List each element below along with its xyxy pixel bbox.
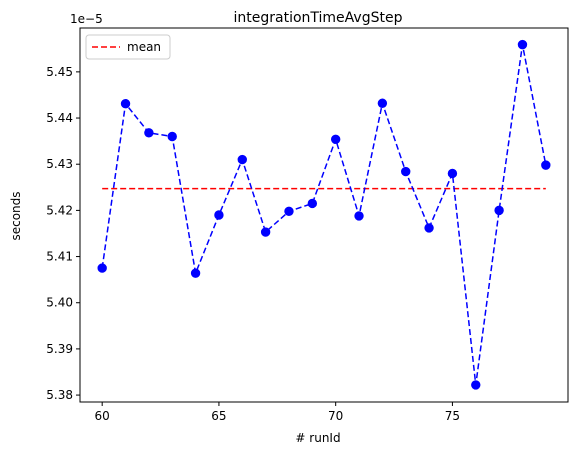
data-point [401,166,411,177]
data-point [97,263,107,273]
data-point [541,160,551,170]
y-axis-label: seconds [9,191,23,240]
data-point [354,211,364,221]
legend-label: mean [127,40,161,54]
data-point [330,134,341,144]
data-point [214,210,224,220]
y-tick-label: 5.44 [46,111,73,125]
x-tick-label: 70 [328,409,343,423]
series-line [101,44,547,386]
x-axis-label: # runId [295,431,340,445]
y-tick-label: 5.41 [46,250,73,264]
y-tick-label: 5.39 [46,342,73,356]
chart-title: integrationTimeAvgStep [234,10,403,26]
y-offset-text: 1e−5 [70,12,103,26]
x-tick-label: 75 [445,409,460,423]
data-point [190,268,201,278]
legend: mean [85,34,171,60]
y-tick-label: 5.43 [46,157,73,171]
data-point [237,154,247,165]
y-tick-label: 5.45 [46,65,73,79]
x-tick-label: 60 [95,409,110,423]
data-point [447,168,458,179]
y-tick-label: 5.42 [46,203,73,217]
data-point [144,128,154,138]
data-point [284,206,294,217]
data-point [424,223,434,233]
data-point [120,99,131,109]
x-tick-label: 65 [211,409,226,423]
data-point [307,198,318,209]
legend-box [85,34,171,60]
data-point [377,98,388,108]
y-tick-label: 5.38 [46,388,73,402]
plot-frame [79,27,569,403]
data-point [517,39,528,50]
data-point [494,205,504,216]
data-point [260,227,271,237]
data-point [167,131,177,142]
data-point [471,380,481,390]
y-tick-label: 5.40 [46,296,73,310]
